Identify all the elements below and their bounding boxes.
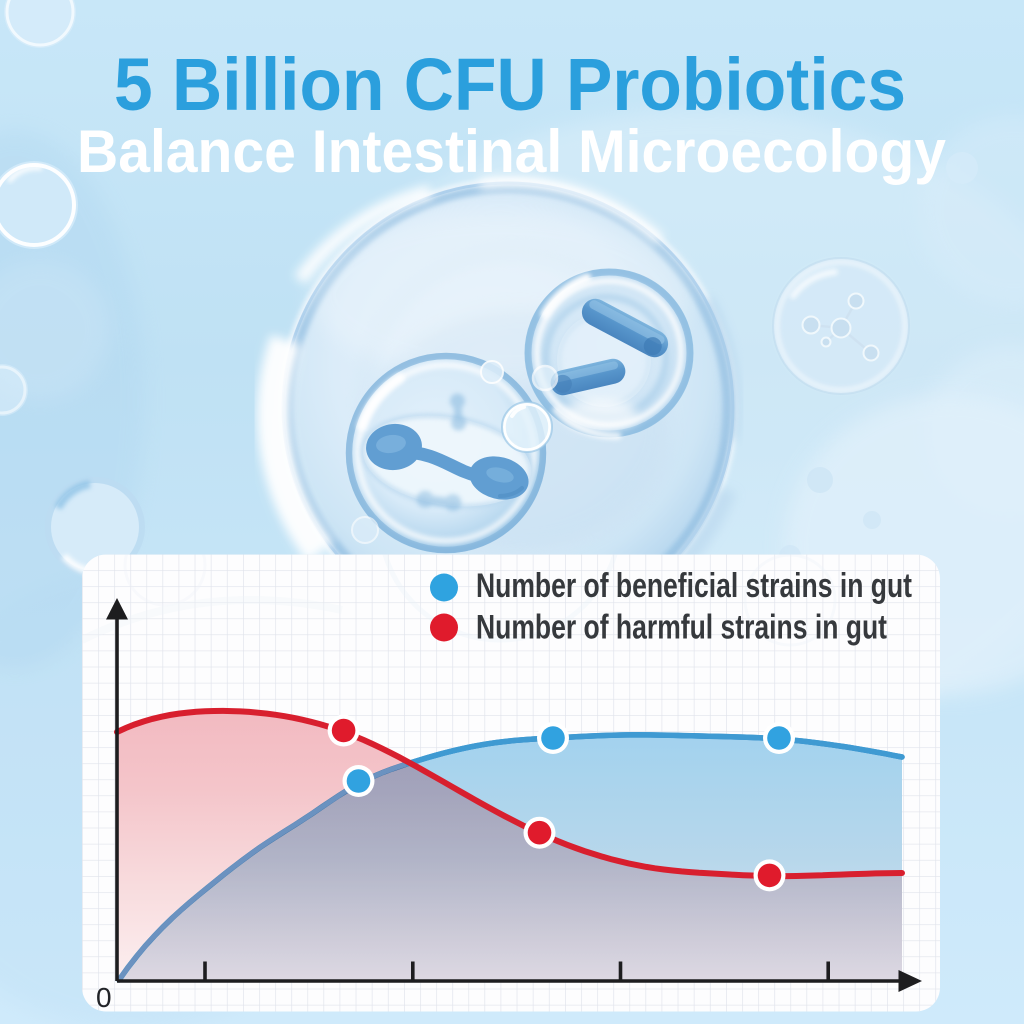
svg-text:0: 0 (96, 982, 112, 1013)
svg-text:Number of harmful strains in g: Number of harmful strains in gut (476, 609, 887, 647)
svg-text:Number of beneficial strains i: Number of beneficial strains in gut (476, 567, 912, 605)
svg-text:5 Billion CFU Probiotics: 5 Billion CFU Probiotics (114, 43, 906, 126)
svg-text:Balance Intestinal Microecolog: Balance Intestinal Microecology (77, 118, 947, 185)
